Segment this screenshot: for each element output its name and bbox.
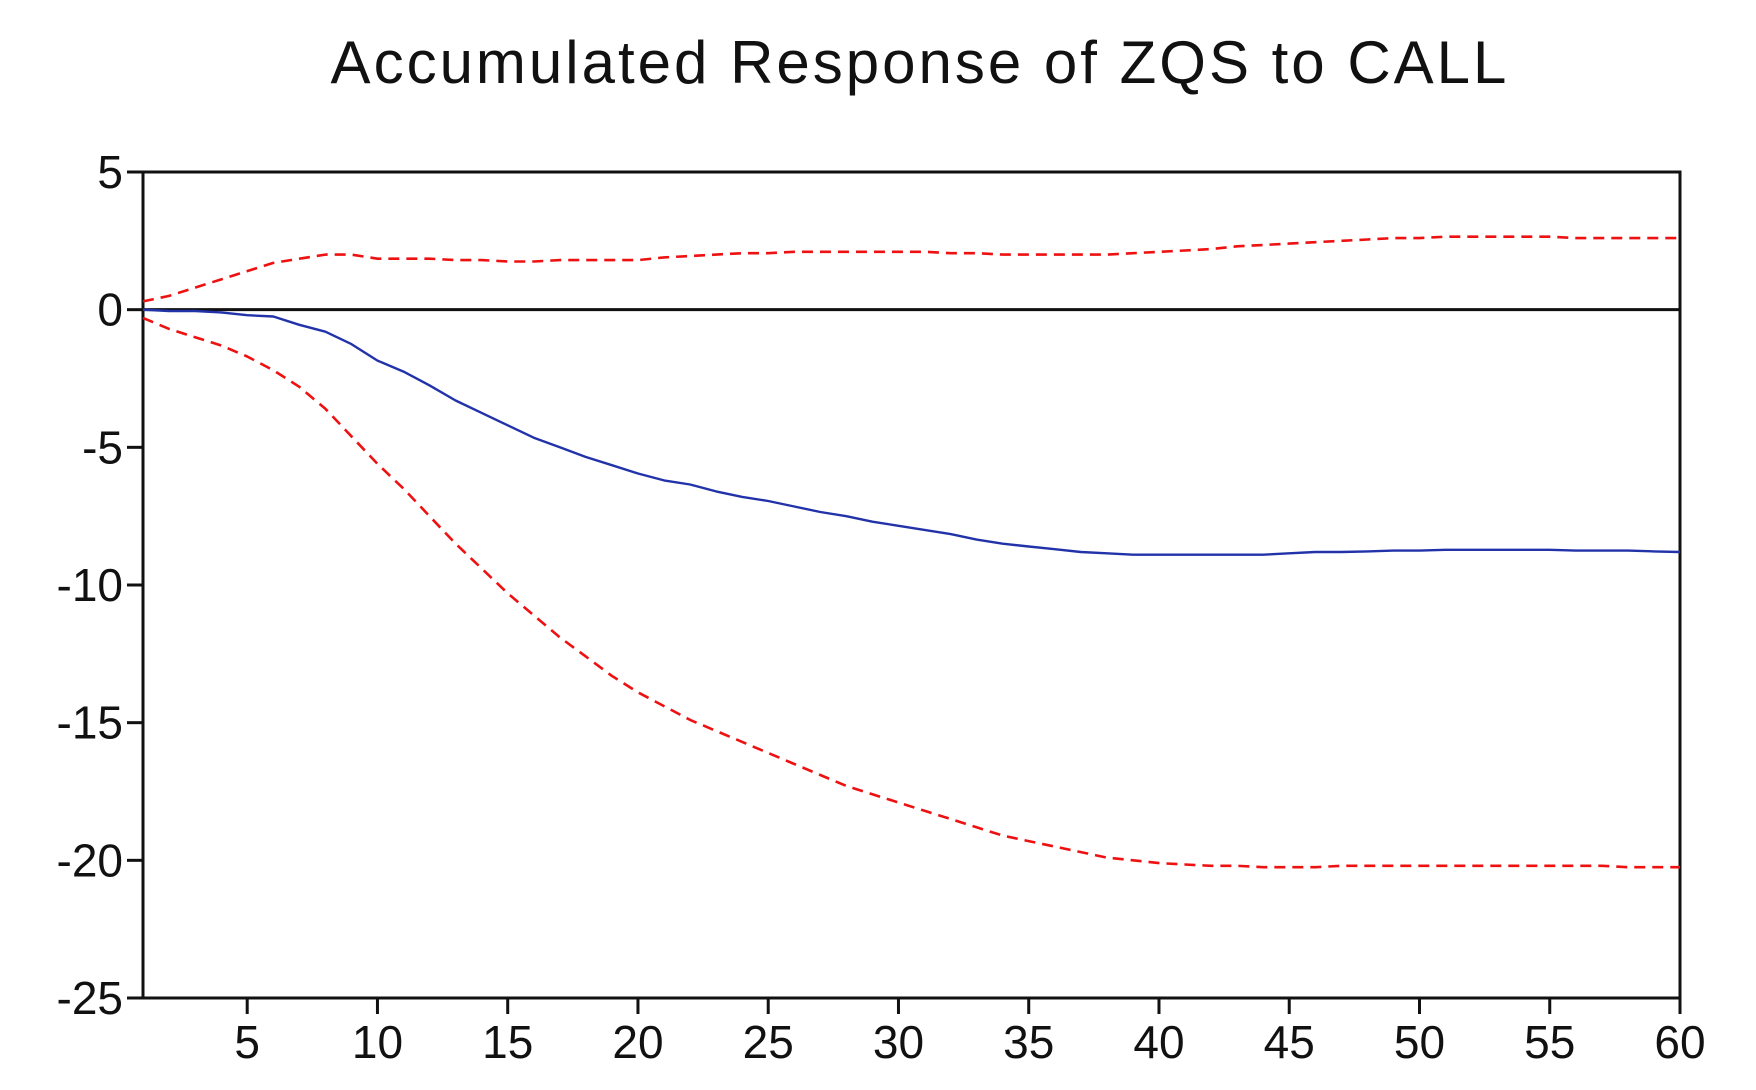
y-tick-label: 5 bbox=[97, 146, 123, 198]
y-tick-label: -10 bbox=[57, 559, 123, 611]
x-tick-label: 55 bbox=[1524, 1016, 1575, 1068]
y-tick-label: -15 bbox=[57, 697, 123, 749]
confidence-band-line bbox=[142, 316, 1680, 869]
x-tick-label: 15 bbox=[482, 1016, 533, 1068]
y-axis: 5 0 -5 -10 -15 -20 -25 bbox=[57, 146, 143, 1024]
y-tick-label: -5 bbox=[82, 421, 123, 473]
x-tick-label: 50 bbox=[1394, 1016, 1445, 1068]
chart-title: Accumulated Response of ZQS to CALL bbox=[330, 29, 1510, 96]
x-axis: 5 10 15 20 25 30 35 40 45 50 55 60 bbox=[234, 998, 1706, 1068]
response-line bbox=[142, 308, 1681, 556]
x-tick-label: 35 bbox=[1003, 1016, 1054, 1068]
series-group bbox=[142, 235, 1681, 869]
x-tick-label: 25 bbox=[743, 1016, 794, 1068]
x-tick-label: 20 bbox=[612, 1016, 663, 1068]
x-tick-label: 45 bbox=[1264, 1016, 1315, 1068]
x-tick-label: 30 bbox=[873, 1016, 924, 1068]
y-tick-label: -25 bbox=[57, 972, 123, 1024]
x-tick-label: 10 bbox=[352, 1016, 403, 1068]
plot-area bbox=[141, 170, 1682, 1000]
y-tick-label: 0 bbox=[97, 284, 123, 336]
x-tick-label: 40 bbox=[1133, 1016, 1184, 1068]
confidence-band-line bbox=[142, 235, 1680, 303]
y-tick-label: -20 bbox=[57, 834, 123, 886]
x-tick-label: 60 bbox=[1654, 1016, 1705, 1068]
x-tick-label: 5 bbox=[234, 1016, 260, 1068]
